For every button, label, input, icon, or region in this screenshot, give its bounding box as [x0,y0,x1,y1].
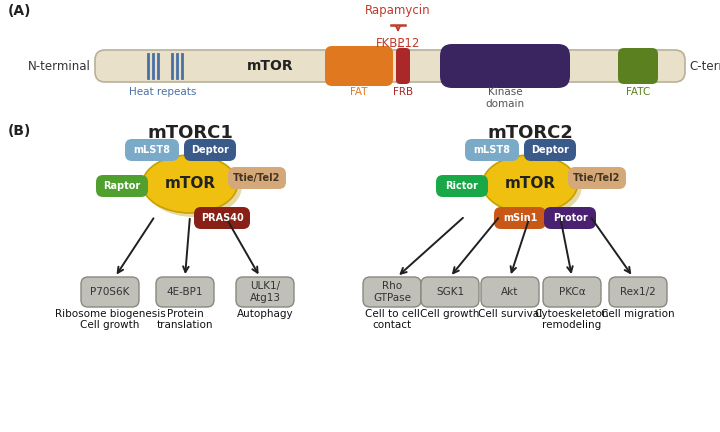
FancyBboxPatch shape [568,167,626,189]
FancyBboxPatch shape [96,175,148,197]
Text: Rapamycin: Rapamycin [365,4,431,17]
Text: Protein
translation: Protein translation [157,309,213,330]
FancyBboxPatch shape [184,139,236,161]
Text: FAT: FAT [350,87,368,97]
Text: SGK1: SGK1 [436,287,464,297]
Text: Cell survival: Cell survival [478,309,542,319]
Text: ULK1/
Atg13: ULK1/ Atg13 [250,281,281,303]
FancyBboxPatch shape [440,44,570,88]
FancyBboxPatch shape [465,139,519,161]
Text: Kinase
domain: Kinase domain [485,87,525,108]
FancyBboxPatch shape [81,277,139,307]
Text: mSin1: mSin1 [503,213,537,223]
Text: PKCα: PKCα [559,287,585,297]
Text: mLST8: mLST8 [133,145,171,155]
Ellipse shape [487,159,582,217]
Text: P70S6K: P70S6K [90,287,130,297]
Text: Cytoeskeleton
remodeling: Cytoeskeleton remodeling [535,309,609,330]
FancyBboxPatch shape [524,139,576,161]
Ellipse shape [482,155,577,213]
FancyBboxPatch shape [544,207,596,229]
FancyBboxPatch shape [436,175,488,197]
FancyBboxPatch shape [396,48,410,84]
Text: mTORC1: mTORC1 [147,124,233,142]
Text: Ribosome biogenesis
Cell growth: Ribosome biogenesis Cell growth [55,309,166,330]
Text: Ttie/Tel2: Ttie/Tel2 [573,173,621,183]
Text: FKBP12: FKBP12 [376,37,420,50]
Text: mTOR: mTOR [164,177,215,191]
FancyBboxPatch shape [125,139,179,161]
FancyBboxPatch shape [494,207,546,229]
FancyBboxPatch shape [236,277,294,307]
Text: Rho
GTPase: Rho GTPase [373,281,411,303]
Text: Rex1/2: Rex1/2 [620,287,656,297]
Ellipse shape [143,155,238,213]
Text: mTOR: mTOR [247,59,293,73]
Text: mTOR: mTOR [505,177,556,191]
Text: Autophagy: Autophagy [237,309,293,319]
Text: FRB: FRB [393,87,413,97]
FancyBboxPatch shape [543,277,601,307]
Text: Deptor: Deptor [531,145,569,155]
Ellipse shape [146,159,241,217]
Text: Rictor: Rictor [446,181,478,191]
Text: 4E-BP1: 4E-BP1 [167,287,203,297]
Text: mTORC2: mTORC2 [487,124,573,142]
Text: Cell to cell
contact: Cell to cell contact [364,309,420,330]
Text: C-terminal: C-terminal [689,60,720,73]
FancyBboxPatch shape [421,277,479,307]
Text: N-terminal: N-terminal [28,60,91,73]
FancyBboxPatch shape [325,46,393,86]
Text: Cell migration: Cell migration [601,309,675,319]
Text: (A): (A) [8,4,32,18]
Text: (B): (B) [8,124,32,138]
Text: Protor: Protor [553,213,588,223]
FancyBboxPatch shape [363,277,421,307]
Text: mLST8: mLST8 [474,145,510,155]
Text: Akt: Akt [501,287,518,297]
Text: Raptor: Raptor [104,181,140,191]
FancyBboxPatch shape [228,167,286,189]
Text: Cell growth: Cell growth [420,309,480,319]
Text: FATC: FATC [626,87,650,97]
Text: Deptor: Deptor [191,145,229,155]
Text: Heat repeats: Heat repeats [130,87,197,97]
FancyBboxPatch shape [194,207,250,229]
Text: PRAS40: PRAS40 [201,213,243,223]
FancyBboxPatch shape [481,277,539,307]
Text: Ttie/Tel2: Ttie/Tel2 [233,173,281,183]
FancyBboxPatch shape [609,277,667,307]
FancyBboxPatch shape [156,277,214,307]
FancyBboxPatch shape [95,50,685,82]
FancyBboxPatch shape [618,48,658,84]
